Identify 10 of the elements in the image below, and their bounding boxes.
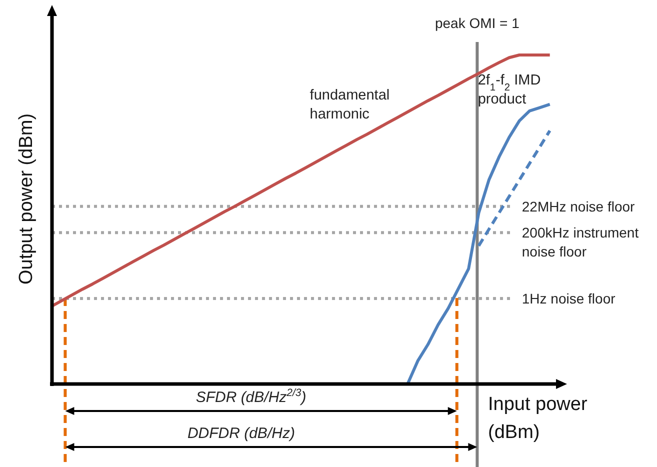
ref-line-label: 1Hz noise floor	[522, 290, 616, 306]
text: SFDR (dB/Hz$^{2/3}$)	[196, 387, 306, 406]
text: DDFDR (dB/Hz)	[187, 425, 295, 442]
series-label: fundamental harmonic	[310, 88, 390, 123]
ref-line-label: 200kHz instrument noise floor	[522, 224, 639, 260]
y-axis-title: Output power (dBm)	[16, 113, 37, 285]
text: peak OMI = 1	[434, 15, 520, 31]
ref-line-label: 22MHz noise floor	[522, 198, 636, 214]
series-label: 2f$_{1}$-f$_{2}$ IMD product	[478, 72, 541, 108]
x-axis-title: Input power (dBm)	[488, 394, 588, 443]
